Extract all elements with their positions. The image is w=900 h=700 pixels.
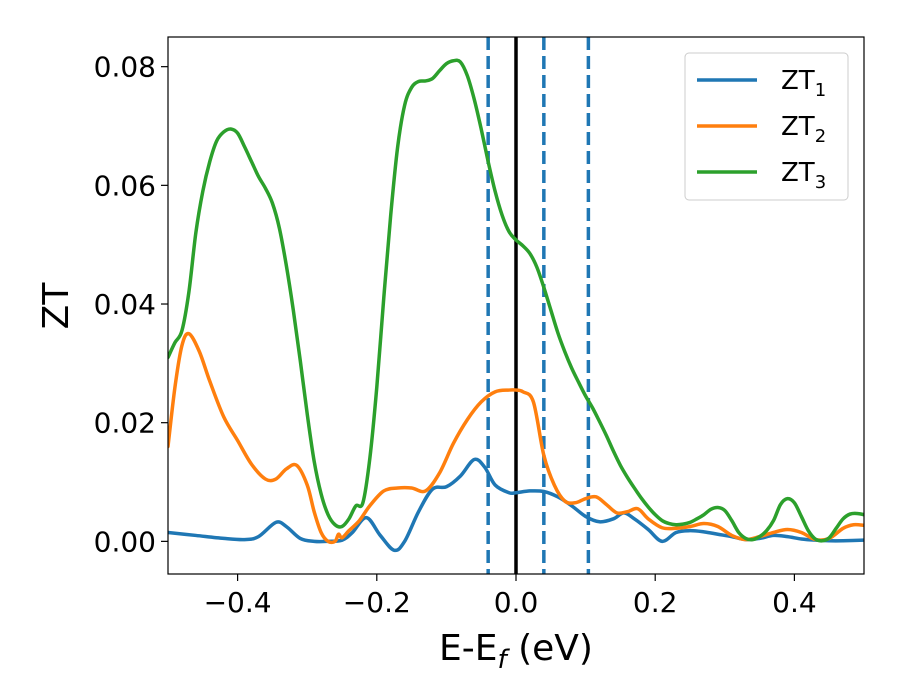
legend-label-zt3: ZT3 bbox=[781, 158, 826, 193]
series-line-zt3 bbox=[168, 58, 864, 543]
y-axis-title: ZT bbox=[36, 282, 77, 330]
series-layer bbox=[168, 58, 864, 553]
x-tick-label: 0.0 bbox=[494, 586, 539, 619]
x-tick-label: 0.4 bbox=[772, 586, 817, 619]
y-tick-label: 0.04 bbox=[94, 288, 156, 321]
y-tick-label: 0.08 bbox=[94, 51, 156, 84]
y-tick-label: 0.00 bbox=[94, 525, 156, 558]
x-tick-label: −0.4 bbox=[204, 586, 272, 619]
x-tick-label: −0.2 bbox=[343, 586, 411, 619]
legend-box bbox=[684, 52, 849, 201]
y-tick-label: 0.06 bbox=[94, 169, 156, 202]
y-tick-label: 0.02 bbox=[94, 407, 156, 440]
y-axis: 0.00 0.02 0.04 0.06 0.08 bbox=[94, 51, 168, 558]
reference-lines bbox=[486, 37, 591, 574]
series-line-zt2 bbox=[168, 331, 864, 545]
legend-label-zt1: ZT1 bbox=[781, 66, 826, 101]
legend: ZT1 ZT2 ZT3 bbox=[684, 52, 849, 201]
x-axis-title: E-Ef (eV) bbox=[439, 628, 593, 675]
legend-label-zt2: ZT2 bbox=[781, 112, 826, 147]
x-tick-label: 0.2 bbox=[633, 586, 678, 619]
x-axis: −0.4 −0.2 0.0 0.2 0.4 bbox=[204, 574, 817, 619]
